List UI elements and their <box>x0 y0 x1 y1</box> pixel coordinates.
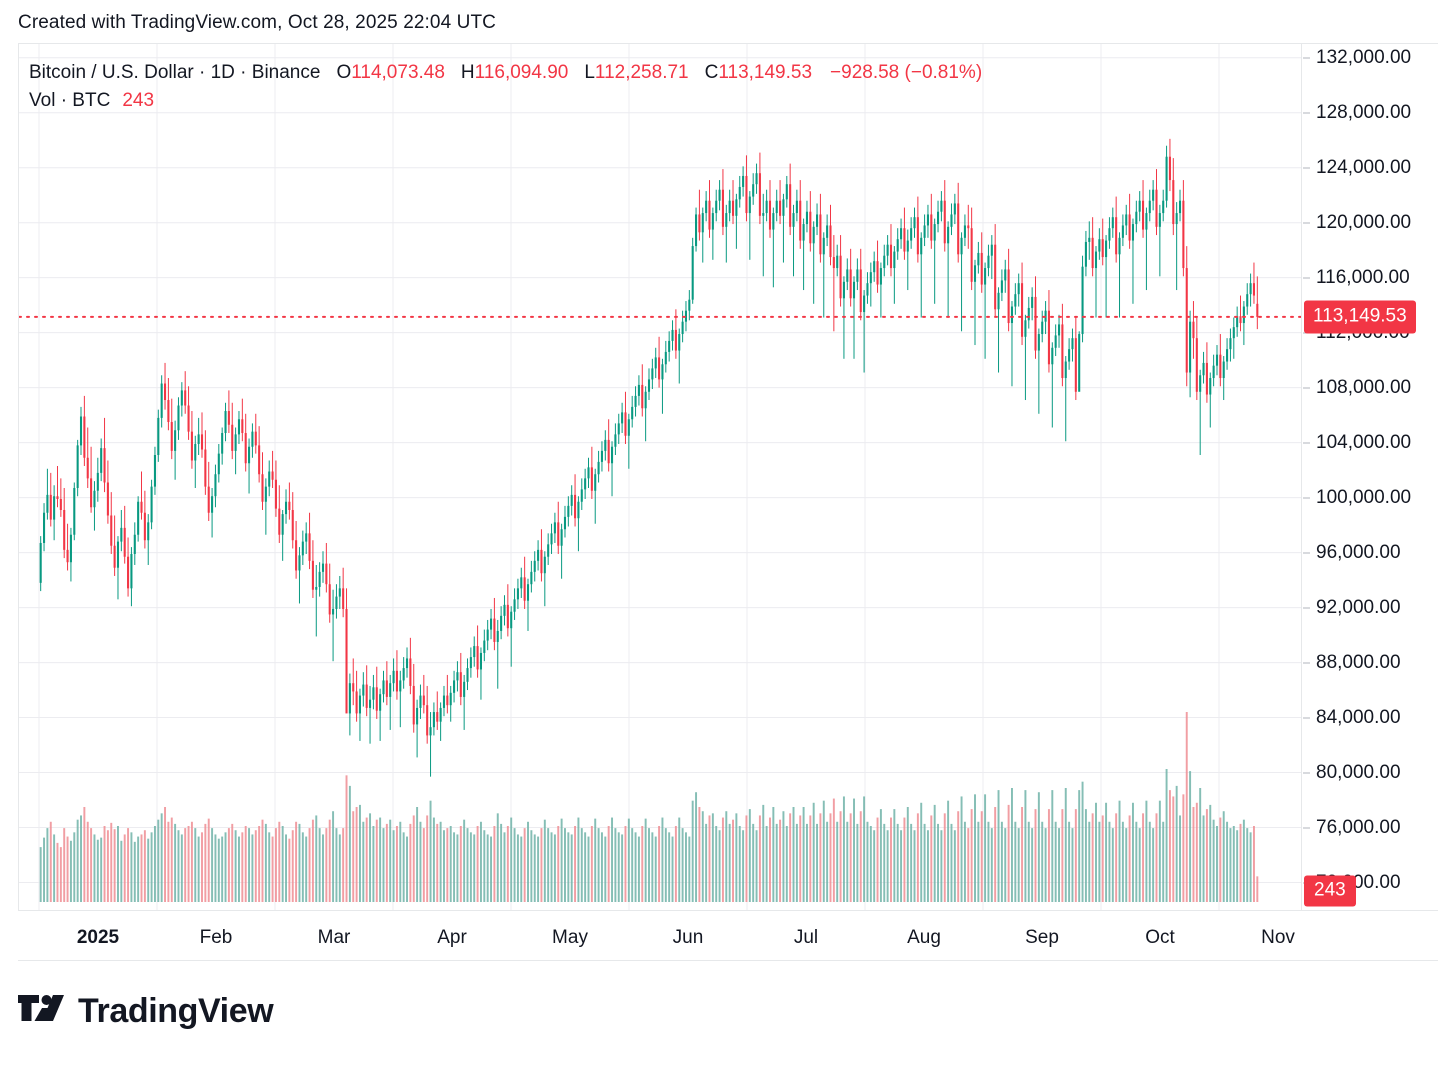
price-axis-tick: 128,000.00 <box>1316 101 1412 123</box>
price-axis-tick: 84,000.00 <box>1316 706 1401 728</box>
time-axis-tick: Jul <box>793 927 819 948</box>
time-axis-tick: Mar <box>317 927 351 948</box>
price-axis-tick: 124,000.00 <box>1316 156 1412 178</box>
price-axis-tick: 88,000.00 <box>1316 651 1401 673</box>
time-axis-tick: Aug <box>907 927 941 948</box>
chart-frame: Bitcoin / U.S. Dollar · 1D · Binance O 11… <box>18 43 1438 911</box>
price-axis-dash <box>1303 717 1310 719</box>
volume-bars <box>39 712 1259 902</box>
chart-plot-area[interactable] <box>19 44 1301 910</box>
price-axis-dash <box>1303 497 1310 499</box>
price-axis-tick: 108,000.00 <box>1316 376 1412 398</box>
price-axis-tick: 116,000.00 <box>1316 266 1410 288</box>
price-axis[interactable]: 132,000.00 128,000.00 124,000.00 120,000.00… <box>1301 44 1438 910</box>
price-axis-dash <box>1303 662 1310 664</box>
attribution-text: Created with TradingView.com, Oct 28, 20… <box>18 12 496 33</box>
price-axis-tick: 132,000.00 <box>1316 46 1412 68</box>
time-axis-tick: Oct <box>1145 927 1175 948</box>
tradingview-mark-icon <box>18 995 64 1021</box>
candlestick-series <box>39 138 1259 777</box>
price-axis-tick: 92,000.00 <box>1316 596 1401 618</box>
time-axis-tick: Sep <box>1025 927 1059 948</box>
time-axis-tick: May <box>552 927 588 948</box>
time-axis-tick: Jun <box>672 927 704 948</box>
price-axis-tick: 120,000.00 <box>1316 211 1412 233</box>
price-axis-dash <box>1303 222 1310 224</box>
price-axis-dash <box>1303 112 1310 114</box>
time-axis-tick: Apr <box>437 927 467 948</box>
last-price-line <box>19 315 1301 318</box>
price-axis-tick: 96,000.00 <box>1316 541 1401 563</box>
price-axis-tick: 80,000.00 <box>1316 761 1401 783</box>
price-axis-dash <box>1303 57 1310 59</box>
price-axis-dash <box>1303 552 1310 554</box>
last-volume-badge[interactable]: 243 <box>1304 875 1356 907</box>
price-axis-dash <box>1303 442 1310 444</box>
price-axis-dash <box>1303 387 1310 389</box>
price-axis-tick: 76,000.00 <box>1316 816 1401 838</box>
time-axis-tick: Feb <box>199 927 233 948</box>
time-axis-tick: 2025 <box>76 927 120 948</box>
price-axis-dash <box>1303 607 1310 609</box>
time-axis[interactable]: 2025 Feb Mar Apr May Jun Jul Aug Sep Oct Nov <box>18 911 1438 961</box>
price-axis-dash <box>1303 167 1310 169</box>
price-axis-tick: 104,000.00 <box>1316 431 1412 453</box>
price-axis-dash <box>1303 277 1310 279</box>
tradingview-logo: TradingView <box>18 992 274 1030</box>
tradingview-wordmark: TradingView <box>78 992 274 1030</box>
time-axis-tick: Nov <box>1261 927 1295 948</box>
price-axis-dash <box>1303 772 1310 774</box>
price-axis-dash <box>1303 827 1310 829</box>
grid-lines <box>19 44 1301 910</box>
last-price-badge[interactable]: 113,149.53 <box>1304 300 1416 334</box>
price-axis-tick: 100,000.00 <box>1316 486 1412 508</box>
